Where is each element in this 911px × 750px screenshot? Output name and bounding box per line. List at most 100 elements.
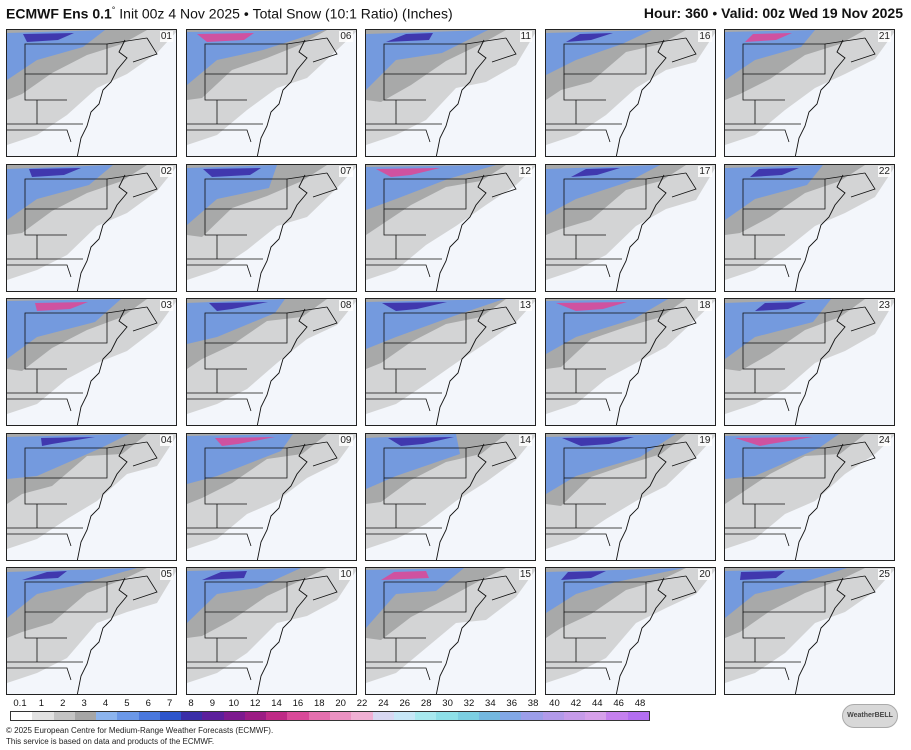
state-border	[545, 306, 697, 412]
state-border	[742, 581, 826, 613]
heavy-snow-shading	[41, 436, 95, 446]
colorbar-tick-label: 8	[188, 698, 194, 709]
state-border	[725, 612, 801, 663]
colorbar-tick-label: 32	[463, 698, 475, 709]
member-number: 09	[339, 434, 353, 446]
heavy-snow-shading	[386, 33, 433, 42]
heavy-snow-shading	[35, 302, 88, 311]
colorbar-bin	[96, 712, 118, 720]
state-border	[545, 74, 622, 125]
valid-time: 00z Wed 19 Nov 2025	[762, 5, 903, 21]
state-border	[366, 343, 442, 394]
colorbar-bin	[32, 712, 54, 720]
coastline	[615, 308, 667, 425]
bullet-separator: •	[243, 5, 249, 22]
state-border	[204, 178, 287, 209]
state-border	[383, 178, 467, 209]
colorbar-tick-label: 46	[613, 698, 624, 709]
member-map-21	[725, 30, 894, 156]
member-map-23	[725, 299, 894, 425]
colorbar-bin	[563, 712, 586, 720]
legend-ticks: 0.1 1 2 3 4 5 6 7 8 9 10 12 14 16 18 20 22 24 26 28 30 32 34 36…	[10, 698, 650, 710]
colorbar-tick-label: 7	[166, 698, 173, 709]
colorbar-tick-label: 24	[378, 698, 389, 709]
bullet-separator-2: •	[712, 5, 718, 21]
colorbar-bin	[159, 712, 182, 720]
state-border	[742, 312, 826, 344]
member-panel-04: 04	[6, 432, 177, 561]
state-border	[186, 477, 263, 528]
state-border	[725, 172, 876, 277]
colorbar-bin	[457, 712, 479, 720]
state-border	[186, 306, 338, 412]
colorbar-tick-label: 20	[335, 698, 346, 709]
member-panel-09: 09	[185, 432, 357, 561]
colorbar-tick-label: 30	[442, 698, 453, 709]
member-map-08	[186, 299, 356, 425]
colorbar-bin	[351, 712, 373, 720]
member-map-01	[7, 30, 176, 156]
member-panel-06: 06	[185, 29, 357, 157]
member-panel-24: 24	[724, 432, 895, 561]
state-border	[186, 208, 263, 259]
colorbar-tick-label: 12	[249, 698, 261, 709]
colorbar-bin	[627, 712, 649, 720]
heavy-snow-shading	[214, 436, 275, 446]
state-border	[186, 343, 263, 394]
colorbar-bin	[74, 712, 97, 720]
state-border	[186, 74, 263, 125]
member-number: 20	[698, 569, 712, 580]
snow-shading	[186, 299, 285, 344]
state-border	[24, 447, 108, 478]
member-panel-05: 05	[6, 567, 177, 695]
member-map-24	[725, 433, 894, 560]
member-map-17	[545, 164, 715, 291]
colorbar-tick-label: 4	[102, 698, 109, 709]
coastline	[615, 443, 667, 560]
state-border	[545, 343, 622, 394]
coastline	[256, 174, 308, 291]
heavy-snow-shading	[202, 167, 261, 177]
member-map-04	[7, 433, 176, 560]
state-border	[24, 43, 108, 75]
state-border	[7, 575, 158, 681]
snow-shading	[366, 568, 464, 628]
member-panel-10: 10	[185, 567, 357, 695]
colorbar-bin	[393, 712, 416, 720]
colorbar-tick-label: 26	[399, 698, 411, 709]
member-number: 01	[159, 31, 173, 42]
member-number: 25	[877, 569, 891, 580]
member-panel-01: 01	[6, 29, 177, 157]
member-map-10	[186, 568, 356, 694]
member-panel-21: 21	[724, 29, 895, 157]
coastline	[615, 174, 667, 291]
state-border	[563, 312, 646, 344]
colorbar-bin	[266, 712, 288, 720]
colorbar-bin	[244, 712, 267, 720]
coastline	[794, 577, 846, 694]
snow-shading	[186, 164, 277, 225]
member-panel-25: 25	[724, 567, 895, 695]
state-border	[7, 441, 158, 546]
snow-shading	[545, 164, 660, 215]
colorbar-tick-label: 34	[485, 698, 496, 709]
member-number: 02	[159, 165, 173, 177]
state-border	[7, 477, 83, 528]
colorbar-tick-label: 2	[60, 698, 66, 709]
member-panel-03: 03	[6, 298, 177, 426]
state-border	[725, 37, 876, 143]
member-panel-08: 08	[185, 298, 357, 426]
state-border	[186, 575, 338, 681]
colorbar-tick-label: 40	[549, 698, 560, 709]
state-border	[24, 178, 108, 209]
member-number: 19	[698, 434, 712, 446]
member-map-02	[7, 164, 176, 291]
colorbar-tick-label: 3	[81, 698, 87, 709]
state-border	[383, 447, 467, 478]
heavy-snow-shading	[381, 571, 429, 580]
colorbar-bin	[415, 712, 437, 720]
member-panel-12: 12	[365, 163, 536, 292]
heavy-snow-shading	[735, 436, 813, 446]
colorbar-bin	[202, 712, 224, 720]
state-border	[725, 208, 801, 259]
